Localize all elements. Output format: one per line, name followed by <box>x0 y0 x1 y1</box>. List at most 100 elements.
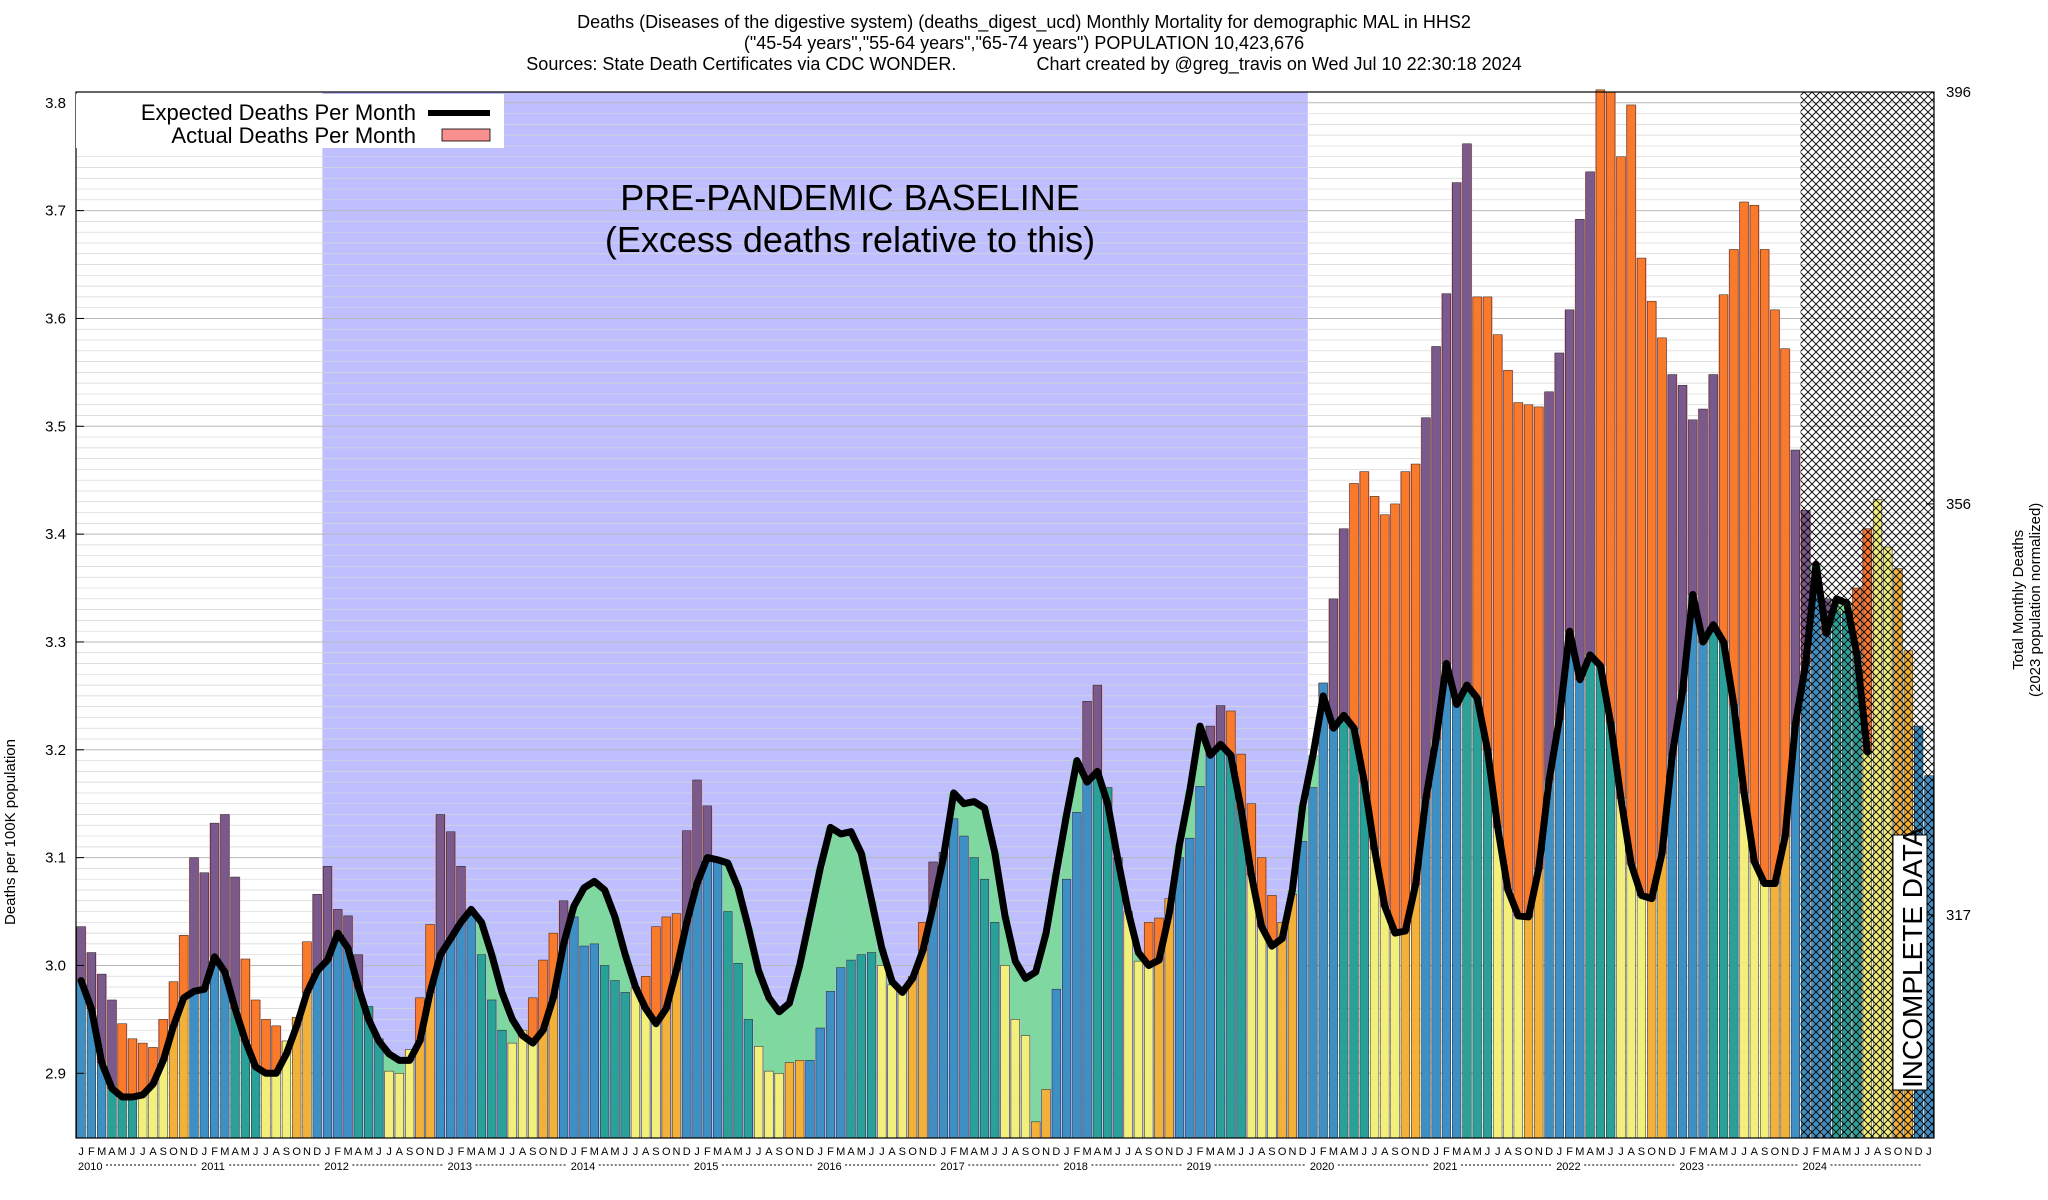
bar <box>733 963 743 1139</box>
month-tick-label: D <box>806 1146 814 1158</box>
bar <box>1051 988 1061 1139</box>
bar-base <box>1503 889 1513 1139</box>
month-tick-label: N <box>1781 1146 1789 1158</box>
month-tick-label: D <box>1545 1146 1553 1158</box>
month-tick-label: M <box>610 1146 619 1158</box>
bar-base <box>1452 704 1462 1139</box>
bar-excess <box>179 935 189 999</box>
month-tick-label: O <box>1278 1146 1287 1158</box>
bar <box>497 1029 507 1139</box>
bar-base <box>671 969 682 1139</box>
bar-base <box>1236 808 1246 1139</box>
bar <box>990 922 1000 1139</box>
month-tick-label: F <box>827 1146 834 1158</box>
plot-frame <box>75 91 1935 1139</box>
bar-excess <box>1729 249 1739 705</box>
legend-actual-label: Actual Deaths Per Month <box>171 123 416 148</box>
month-tick-label: A <box>1135 1146 1143 1158</box>
bar <box>1287 894 1298 1139</box>
bar-base <box>928 905 938 1139</box>
bar-base <box>1431 738 1441 1139</box>
bar <box>979 878 990 1139</box>
month-tick-label: M <box>1452 1146 1461 1158</box>
year-label: 2017 <box>940 1161 964 1173</box>
month-tick-label: F <box>1320 1146 1327 1158</box>
bar-excess <box>1215 705 1226 745</box>
baseline-annotation-line1: PRE-PANDEMIC BASELINE <box>620 177 1079 218</box>
month-tick-label: M <box>241 1146 250 1158</box>
month-tick-label: M <box>1473 1146 1482 1158</box>
year-label: 2011 <box>201 1161 225 1173</box>
year-label: 2020 <box>1310 1161 1334 1173</box>
gap-fill <box>804 916 816 1061</box>
month-tick-label: O <box>1524 1146 1533 1158</box>
bar-excess <box>1606 91 1616 724</box>
month-tick-label: A <box>601 1146 609 1158</box>
month-tick-label: J <box>202 1146 208 1158</box>
month-tick-label: M <box>118 1146 127 1158</box>
bar-base <box>1328 727 1339 1139</box>
month-tick-label: J <box>1731 1146 1737 1158</box>
month-tick-label: M <box>1842 1146 1851 1158</box>
month-tick-label: M <box>1329 1146 1338 1158</box>
bar <box>908 975 918 1139</box>
bar <box>938 851 948 1139</box>
bar-base <box>1144 965 1154 1139</box>
month-tick-label: A <box>888 1146 896 1158</box>
year-label: 2023 <box>1679 1161 1703 1173</box>
bar-base <box>692 883 702 1139</box>
month-tick-label: S <box>899 1146 906 1158</box>
bar-base <box>1739 792 1749 1139</box>
bar-base <box>1729 704 1739 1139</box>
month-tick-label: A <box>1217 1146 1225 1158</box>
bar-excess <box>1688 419 1698 595</box>
gap-fill <box>1030 971 1041 1122</box>
year-label: 2014 <box>571 1161 595 1173</box>
bar-base <box>1369 848 1380 1139</box>
month-tick-label: M <box>487 1146 496 1158</box>
month-tick-label: M <box>97 1146 106 1158</box>
gap-fill <box>743 927 754 1020</box>
month-tick-label: S <box>1022 1146 1029 1158</box>
month-tick-label: S <box>775 1146 782 1158</box>
month-tick-label: D <box>1052 1146 1060 1158</box>
bar-base <box>1554 719 1564 1139</box>
year-label: 2016 <box>817 1161 841 1173</box>
month-tick-label: F <box>1813 1146 1820 1158</box>
bar <box>384 1070 394 1139</box>
gap-fill <box>383 1053 395 1072</box>
gap-fill <box>815 868 826 1029</box>
month-tick-label: O <box>1771 1146 1780 1158</box>
bar <box>795 1060 805 1139</box>
gap-fill <box>784 1003 795 1063</box>
bar-excess <box>1790 449 1801 725</box>
y-tick-label: 3.5 <box>45 418 66 435</box>
bar <box>589 943 599 1139</box>
month-tick-label: O <box>1032 1146 1041 1158</box>
bar-excess <box>189 857 199 992</box>
bar-base <box>1626 863 1636 1139</box>
bar-excess <box>1462 143 1472 686</box>
right-tick-label: 356 <box>1946 496 1971 513</box>
month-tick-label: M <box>1596 1146 1605 1158</box>
bar-base <box>1677 691 1688 1139</box>
month-tick-label: A <box>1628 1146 1636 1158</box>
bar-base <box>1390 932 1400 1139</box>
month-tick-label: M <box>1822 1146 1831 1158</box>
month-tick-label: J <box>746 1146 752 1158</box>
bar <box>856 954 866 1139</box>
month-tick-label: J <box>1433 1146 1439 1158</box>
bar-base <box>199 988 209 1139</box>
month-tick-label: A <box>1340 1146 1348 1158</box>
gap-fill <box>825 827 836 992</box>
month-tick-label: F <box>581 1146 588 1158</box>
gap-fill <box>620 954 631 993</box>
month-tick-label: D <box>1668 1146 1676 1158</box>
legend: Expected Deaths Per Month Actual Deaths … <box>76 94 504 148</box>
bar-base <box>251 1066 261 1139</box>
month-tick-label: D <box>1915 1146 1923 1158</box>
bar <box>1318 682 1328 1139</box>
bar <box>815 1027 825 1139</box>
bar-base <box>312 970 322 1139</box>
